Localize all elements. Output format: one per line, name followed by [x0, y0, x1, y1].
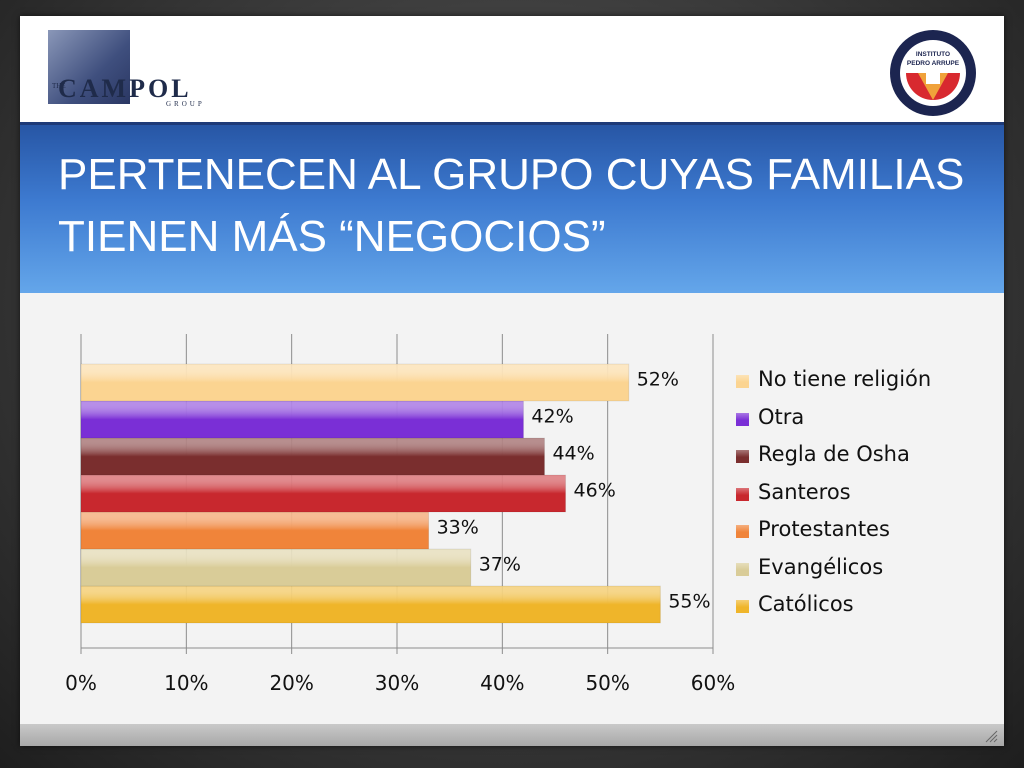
x-tick-label: 20% [269, 671, 313, 695]
legend-item: Otra [736, 403, 956, 433]
bar [80, 548, 472, 587]
campol-logo: THE CAMPOL GROUP [48, 30, 224, 110]
data-label: 55% [668, 591, 710, 613]
legend-label: Católicos [758, 592, 854, 616]
title-band [20, 125, 1004, 293]
legend-swatch [736, 562, 749, 576]
legend-item: Evangélicos [736, 553, 956, 583]
legend-label: Protestantes [758, 517, 890, 541]
legend-item: Santeros [736, 478, 956, 508]
slide-title: PERTENECEN AL GRUPO CUYAS FAMILIAS TIENE… [58, 144, 965, 268]
x-tick-label: 40% [480, 671, 524, 695]
bar [80, 474, 567, 513]
legend-item: No tiene religión [736, 365, 956, 395]
bar [80, 363, 630, 402]
logo-prefix: THE [52, 82, 66, 90]
resize-grip-icon [985, 730, 998, 743]
data-label: 52% [637, 369, 679, 391]
data-label: 42% [531, 406, 573, 428]
legend-swatch [736, 375, 749, 388]
globe-icon [48, 30, 130, 104]
x-tick-label: 50% [585, 671, 629, 695]
title-line-1: PERTENECEN AL GRUPO CUYAS FAMILIAS [58, 150, 965, 199]
legend-label: Evangélicos [758, 554, 884, 579]
legend-label: Otra [758, 404, 805, 429]
bar [80, 585, 661, 624]
bar [80, 437, 545, 476]
legend-label: Regla de Osha [758, 442, 910, 466]
data-label: 46% [574, 480, 616, 502]
title-line-2: TIENEN MÁS “NEGOCIOS” [58, 212, 606, 261]
legend-swatch [736, 450, 749, 463]
seal-line-1: INSTITUTO [916, 51, 950, 58]
header-band: THE CAMPOL GROUP INSTITUTO PEDRO ARRUPE [20, 16, 1004, 125]
legend-swatch [736, 525, 749, 538]
bar-chart: 0% 10% 20% 30% 40% 50% 60% 55% 37%33% 46% 44% 42% 52… [65, 334, 735, 695]
seal-line-2: PEDRO ARRUPE [907, 60, 960, 67]
x-tick-label: 0% [65, 671, 97, 695]
data-label: 33% [437, 517, 479, 539]
x-tick-label: 10% [164, 671, 208, 695]
x-tick-label: 60% [691, 671, 735, 695]
legend-label: No tiene religión [758, 367, 932, 391]
data-label: 37% [479, 554, 521, 576]
bar [80, 400, 524, 439]
institute-seal-icon: INSTITUTO PEDRO ARRUPE [890, 30, 976, 116]
legend-item: Regla de Osha [736, 440, 956, 470]
data-label: 44% [552, 443, 594, 465]
slide: THE CAMPOL GROUP INSTITUTO PEDRO ARRUPE … [20, 16, 1004, 746]
legend-swatch [736, 412, 749, 426]
legend-item: Protestantes [736, 515, 956, 545]
legend-swatch [736, 487, 749, 501]
logo-subtitle: GROUP [166, 100, 205, 108]
legend-item: Católicos [736, 590, 956, 620]
legend-label: Santeros [758, 479, 851, 504]
logo-wordmark: CAMPOL [58, 74, 192, 103]
x-tick-label: 30% [375, 671, 419, 695]
footer-bar [20, 724, 1004, 746]
bar [80, 511, 430, 550]
legend-swatch [736, 600, 749, 613]
